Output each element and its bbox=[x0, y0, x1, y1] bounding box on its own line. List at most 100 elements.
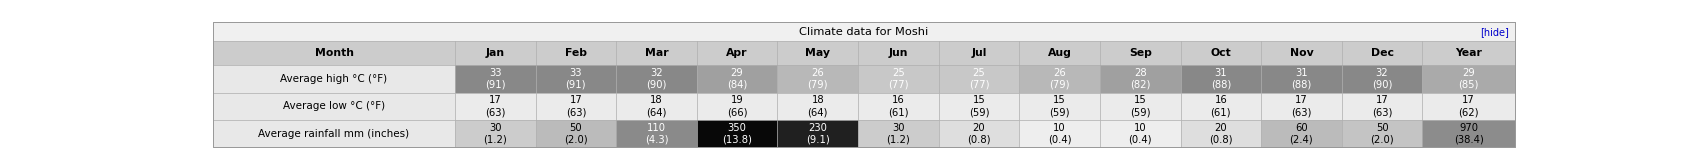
Bar bbox=[1261, 41, 1342, 65]
Bar bbox=[1099, 120, 1180, 147]
Bar bbox=[1099, 41, 1180, 65]
Text: 29
(85): 29 (85) bbox=[1458, 68, 1479, 90]
Bar bbox=[939, 120, 1020, 147]
Bar bbox=[939, 41, 1020, 65]
Text: 17
(63): 17 (63) bbox=[486, 95, 506, 117]
Text: 50
(2.0): 50 (2.0) bbox=[565, 122, 588, 144]
Bar bbox=[1261, 120, 1342, 147]
Text: 970
(38.4): 970 (38.4) bbox=[1453, 122, 1484, 144]
Text: 31
(88): 31 (88) bbox=[1291, 68, 1312, 90]
Bar bbox=[1180, 41, 1261, 65]
Bar bbox=[455, 41, 536, 65]
Bar bbox=[615, 120, 696, 147]
Text: 15
(59): 15 (59) bbox=[969, 95, 990, 117]
Text: Nov: Nov bbox=[1290, 48, 1313, 58]
Text: Average low °C (°F): Average low °C (°F) bbox=[283, 101, 384, 111]
Text: 30
(1.2): 30 (1.2) bbox=[484, 122, 507, 144]
Bar bbox=[455, 93, 536, 120]
Bar bbox=[212, 93, 455, 120]
Bar bbox=[696, 65, 777, 93]
Bar bbox=[1342, 65, 1423, 93]
Text: 50
(2.0): 50 (2.0) bbox=[1371, 122, 1394, 144]
Text: 17
(63): 17 (63) bbox=[1291, 95, 1312, 117]
Bar bbox=[777, 120, 858, 147]
Bar bbox=[696, 120, 777, 147]
Text: 32
(90): 32 (90) bbox=[646, 68, 666, 90]
Text: 60
(2.4): 60 (2.4) bbox=[1290, 122, 1313, 144]
Text: 15
(59): 15 (59) bbox=[1130, 95, 1150, 117]
Bar bbox=[1020, 120, 1099, 147]
Text: 20
(0.8): 20 (0.8) bbox=[1209, 122, 1232, 144]
Bar bbox=[777, 93, 858, 120]
Text: 17
(63): 17 (63) bbox=[566, 95, 587, 117]
Bar bbox=[858, 65, 939, 93]
Bar bbox=[1261, 65, 1342, 93]
Text: 17
(63): 17 (63) bbox=[1372, 95, 1393, 117]
Bar bbox=[1180, 93, 1261, 120]
Bar bbox=[1423, 93, 1516, 120]
Text: 31
(88): 31 (88) bbox=[1211, 68, 1231, 90]
Text: 19
(66): 19 (66) bbox=[727, 95, 747, 117]
Text: 32
(90): 32 (90) bbox=[1372, 68, 1393, 90]
Bar bbox=[696, 41, 777, 65]
Bar bbox=[536, 65, 615, 93]
Bar bbox=[1020, 41, 1099, 65]
Bar bbox=[777, 65, 858, 93]
Text: 110
(4.3): 110 (4.3) bbox=[644, 122, 668, 144]
Bar bbox=[615, 65, 696, 93]
Text: 33
(91): 33 (91) bbox=[565, 68, 587, 90]
Text: May: May bbox=[806, 48, 830, 58]
Text: Year: Year bbox=[1455, 48, 1482, 58]
Text: 18
(64): 18 (64) bbox=[808, 95, 828, 117]
Text: 15
(59): 15 (59) bbox=[1049, 95, 1071, 117]
Text: 10
(0.4): 10 (0.4) bbox=[1128, 122, 1152, 144]
Bar bbox=[777, 41, 858, 65]
Text: 350
(13.8): 350 (13.8) bbox=[722, 122, 752, 144]
Text: 18
(64): 18 (64) bbox=[646, 95, 666, 117]
Text: 20
(0.8): 20 (0.8) bbox=[968, 122, 991, 144]
Bar bbox=[1180, 65, 1261, 93]
Bar bbox=[1423, 120, 1516, 147]
Bar bbox=[536, 41, 615, 65]
Bar bbox=[455, 120, 536, 147]
Text: 26
(79): 26 (79) bbox=[808, 68, 828, 90]
Bar bbox=[536, 120, 615, 147]
Text: Aug: Aug bbox=[1047, 48, 1072, 58]
Bar bbox=[212, 120, 455, 147]
Bar bbox=[858, 41, 939, 65]
Bar bbox=[1261, 93, 1342, 120]
Text: Sep: Sep bbox=[1128, 48, 1152, 58]
Bar bbox=[1020, 93, 1099, 120]
Text: [hide]: [hide] bbox=[1480, 27, 1509, 37]
Text: 29
(84): 29 (84) bbox=[727, 68, 747, 90]
Bar bbox=[212, 65, 455, 93]
Bar bbox=[696, 93, 777, 120]
Text: Feb: Feb bbox=[565, 48, 587, 58]
Bar bbox=[939, 93, 1020, 120]
Text: 16
(61): 16 (61) bbox=[1211, 95, 1231, 117]
Text: 16
(61): 16 (61) bbox=[889, 95, 909, 117]
Text: Month: Month bbox=[315, 48, 354, 58]
Bar bbox=[1099, 65, 1180, 93]
Text: 10
(0.4): 10 (0.4) bbox=[1047, 122, 1071, 144]
Text: Average rainfall mm (inches): Average rainfall mm (inches) bbox=[258, 129, 410, 139]
Bar bbox=[1020, 65, 1099, 93]
Bar bbox=[1342, 120, 1423, 147]
Bar bbox=[212, 41, 455, 65]
Text: 17
(62): 17 (62) bbox=[1458, 95, 1479, 117]
Text: Apr: Apr bbox=[727, 48, 749, 58]
Text: Mar: Mar bbox=[644, 48, 668, 58]
Text: Oct: Oct bbox=[1211, 48, 1231, 58]
Text: 25
(77): 25 (77) bbox=[969, 68, 990, 90]
Text: 30
(1.2): 30 (1.2) bbox=[887, 122, 910, 144]
Bar bbox=[615, 93, 696, 120]
Bar bbox=[536, 93, 615, 120]
Bar bbox=[212, 23, 1516, 41]
Bar bbox=[615, 41, 696, 65]
Bar bbox=[1423, 65, 1516, 93]
Bar bbox=[455, 65, 536, 93]
Bar bbox=[1423, 41, 1516, 65]
Text: Jan: Jan bbox=[486, 48, 504, 58]
Bar bbox=[1180, 120, 1261, 147]
Text: 26
(79): 26 (79) bbox=[1049, 68, 1071, 90]
